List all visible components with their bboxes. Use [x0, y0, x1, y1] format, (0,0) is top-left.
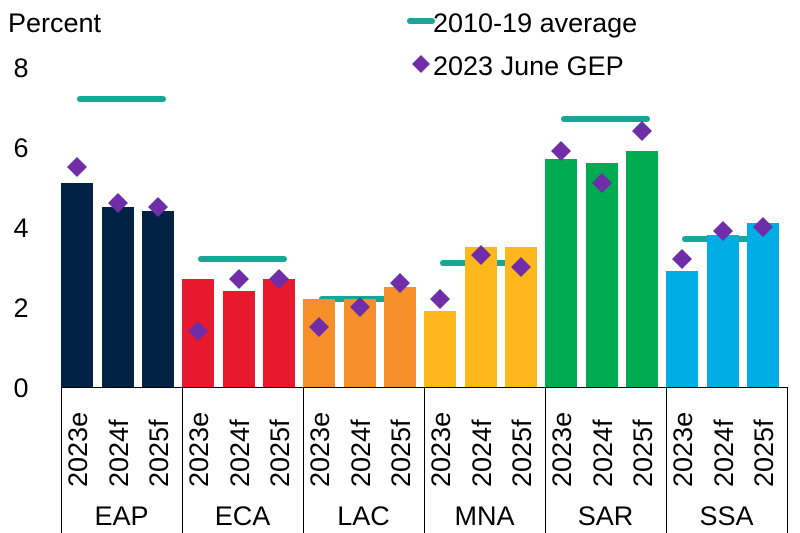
legend-diamond-icon	[412, 55, 430, 73]
june-gep-marker-mna-2023e	[430, 289, 450, 309]
x-sub-tick-label: 2024f	[467, 419, 497, 487]
y-tick-label: 4	[13, 213, 28, 243]
bar-eap-2023e	[61, 183, 93, 387]
x-sub-tick-label: 2024f	[588, 419, 618, 487]
june-gep-marker-ssa-2025f	[753, 217, 773, 237]
x-sub-tick-label: 2023e	[668, 412, 698, 487]
y-tick-label: 8	[13, 53, 28, 83]
x-sub-tick-label: 2023e	[305, 412, 335, 487]
bars	[61, 151, 779, 387]
x-group-label: MNA	[455, 501, 515, 531]
june-gep-marker-lac-2024f	[350, 297, 370, 317]
june-gep-marker-sar-2024f	[592, 173, 612, 193]
bar-lac-2023e	[303, 299, 335, 387]
average-lines	[77, 96, 771, 302]
x-sub-tick-label: 2025f	[144, 419, 174, 487]
y-tick-label: 6	[13, 133, 28, 163]
june-gep-marker-lac-2025f	[390, 273, 410, 293]
june-gep-marker-eca-2024f	[229, 269, 249, 289]
legend: 2010-19 average 2023 June GEP	[407, 8, 637, 81]
june-gep-marker-mna-2025f	[511, 257, 531, 277]
bar-sar-2023e	[545, 159, 577, 387]
bar-mna-2023e	[424, 311, 456, 387]
x-group-label: SSA	[699, 501, 753, 531]
x-sub-tick-label: 2023e	[547, 412, 577, 487]
bar-ssa-2024f	[707, 235, 739, 387]
june-gep-marker-ssa-2023e	[672, 249, 692, 269]
june-gep-marker-eca-2025f	[269, 269, 289, 289]
june-gep-marker-eap-2024f	[108, 193, 128, 213]
x-sub-tick-label: 2024f	[346, 419, 376, 487]
x-sub-tick-label: 2025f	[265, 419, 295, 487]
june-gep-marker-lac-2023e	[309, 317, 329, 337]
june-gep-marker-eap-2025f	[148, 197, 168, 217]
june-gep-marker-sar-2025f	[632, 121, 652, 141]
june-gep-marker-eap-2023e	[67, 157, 87, 177]
x-sub-tick-label: 2024f	[104, 419, 134, 487]
y-axis-label: Percent	[8, 8, 102, 38]
june-gep-marker-mna-2024f	[471, 245, 491, 265]
x-sub-tick-label: 2025f	[507, 419, 537, 487]
bar-eca-2025f	[263, 279, 295, 387]
x-sub-tick-label: 2023e	[426, 412, 456, 487]
june-gep-markers	[67, 121, 773, 341]
bar-mna-2024f	[465, 247, 497, 387]
june-gep-marker-sar-2023e	[551, 141, 571, 161]
x-sub-tick-label: 2024f	[225, 419, 255, 487]
x-sub-tick-label: 2023e	[184, 412, 214, 487]
bar-ssa-2023e	[666, 271, 698, 387]
legend-label-june-gep: 2023 June GEP	[433, 51, 624, 81]
june-gep-marker-ssa-2024f	[713, 221, 733, 241]
x-group-label: SAR	[578, 501, 634, 531]
x-sub-tick-label: 2023e	[63, 412, 93, 487]
y-tick-label: 0	[13, 373, 28, 403]
bar-eca-2024f	[223, 291, 255, 387]
x-group-label: LAC	[337, 501, 390, 531]
june-gep-marker-eca-2023e	[188, 321, 208, 341]
bar-sar-2024f	[586, 163, 618, 387]
x-group-label: ECA	[215, 501, 271, 531]
x-sub-tick-label: 2025f	[749, 419, 779, 487]
x-sub-tick-label: 2025f	[386, 419, 416, 487]
x-sub-tick-label: 2024f	[709, 419, 739, 487]
y-tick-label: 2	[13, 293, 28, 323]
bar-sar-2025f	[626, 151, 658, 387]
x-group-label: EAP	[94, 501, 148, 531]
bar-ssa-2025f	[747, 223, 779, 387]
x-sub-tick-label: 2025f	[628, 419, 658, 487]
bar-lac-2025f	[384, 287, 416, 387]
legend-label-average: 2010-19 average	[433, 8, 637, 38]
y-ticks: 0 2 4 6 8	[13, 53, 28, 403]
bar-eap-2025f	[142, 211, 174, 387]
bar-eap-2024f	[102, 207, 134, 387]
